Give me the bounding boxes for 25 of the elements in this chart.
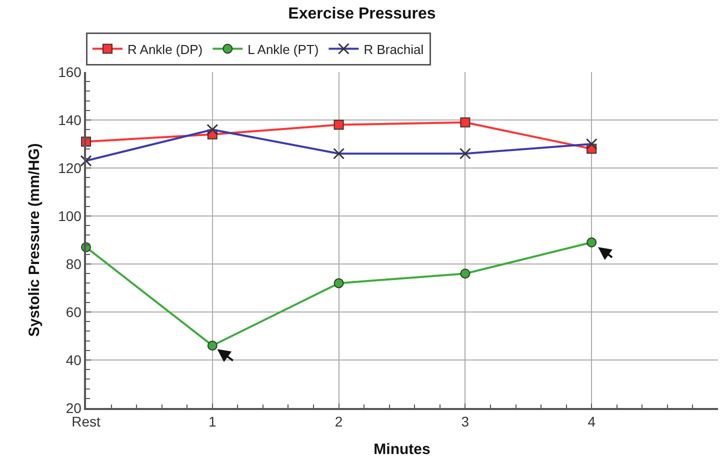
y-tick-label: 20: [66, 400, 82, 416]
point: [460, 268, 470, 279]
x-tick-label: Rest: [72, 414, 100, 430]
point: [586, 237, 597, 248]
y-tick-label: 140: [58, 112, 82, 128]
point: [334, 120, 344, 130]
point: [460, 117, 470, 128]
y-tick-label: 40: [66, 352, 82, 368]
y-axis-title: Systolic Pressure (mm/HG): [26, 143, 43, 337]
x-axis-title: Minutes: [374, 441, 430, 458]
point: [207, 340, 218, 351]
y-tick-label: 120: [58, 160, 82, 176]
legend-label: L Ankle (PT): [248, 42, 319, 57]
y-tick-label: 80: [66, 256, 82, 272]
y-tick-label: 160: [58, 64, 82, 80]
y-tick-label: 60: [66, 304, 82, 320]
legend-label: R Brachial: [364, 42, 424, 57]
x-tick-label: 2: [334, 414, 343, 430]
y-tick-label: 100: [58, 208, 82, 224]
legend-label: R Ankle (DP): [128, 42, 203, 57]
chart-title: Exercise Pressures: [288, 5, 436, 22]
x-tick-label: 3: [461, 414, 470, 430]
x-tick-label: 4: [588, 414, 596, 430]
x-tick-label: 1: [208, 414, 216, 430]
point: [334, 278, 344, 288]
